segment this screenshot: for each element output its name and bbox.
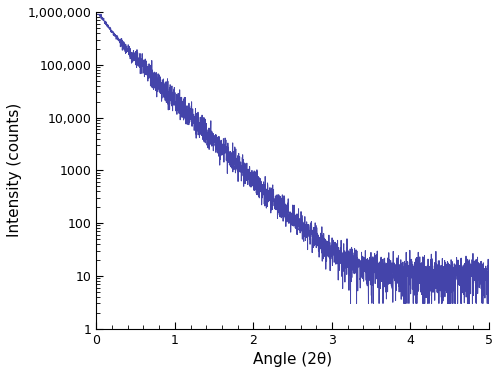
X-axis label: Angle (2θ): Angle (2θ): [253, 352, 332, 367]
Y-axis label: Intensity (counts): Intensity (counts): [7, 103, 22, 237]
